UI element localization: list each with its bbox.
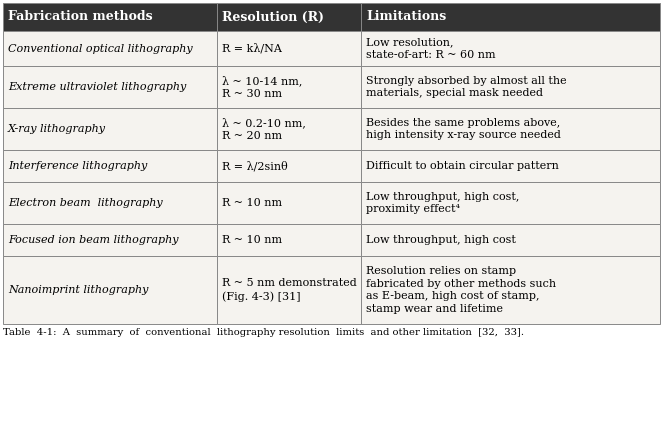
Text: R ~ 5 nm demonstrated
(Fig. 4-3) [31]: R ~ 5 nm demonstrated (Fig. 4-3) [31] — [221, 279, 356, 302]
Bar — [217, 108, 361, 150]
Bar — [361, 108, 660, 150]
Bar — [3, 256, 217, 324]
Bar — [217, 224, 361, 256]
Bar — [3, 3, 217, 31]
Bar — [3, 108, 217, 150]
Bar — [3, 31, 217, 66]
Text: R = kλ/NA: R = kλ/NA — [221, 43, 281, 54]
Bar — [217, 256, 361, 324]
Text: Interference lithography: Interference lithography — [8, 161, 147, 171]
Text: Extreme ultraviolet lithography: Extreme ultraviolet lithography — [8, 82, 186, 92]
Bar — [361, 150, 660, 182]
Text: Focused ion beam lithography: Focused ion beam lithography — [8, 235, 178, 245]
Text: Conventional optical lithography: Conventional optical lithography — [8, 43, 193, 54]
Text: Limitations: Limitations — [366, 11, 446, 23]
Text: Resolution (R): Resolution (R) — [221, 11, 324, 23]
Text: Table  4-1:  A  summary  of  conventional  lithography resolution  limits  and o: Table 4-1: A summary of conventional lit… — [3, 328, 524, 337]
Bar — [3, 224, 217, 256]
Text: Low resolution,
state-of-art: R ~ 60 nm: Low resolution, state-of-art: R ~ 60 nm — [366, 37, 496, 60]
Text: Besides the same problems above,
high intensity x-ray source needed: Besides the same problems above, high in… — [366, 118, 561, 140]
Text: Low throughput, high cost,
proximity effect⁴: Low throughput, high cost, proximity eff… — [366, 192, 519, 214]
Bar — [217, 66, 361, 108]
Bar — [3, 66, 217, 108]
Bar — [217, 182, 361, 224]
Bar — [361, 256, 660, 324]
Bar — [3, 150, 217, 182]
Bar — [217, 31, 361, 66]
Bar — [217, 3, 361, 31]
Text: Fabrication methods: Fabrication methods — [8, 11, 152, 23]
Bar — [361, 66, 660, 108]
Text: Nanoimprint lithography: Nanoimprint lithography — [8, 285, 149, 295]
Text: Strongly absorbed by almost all the
materials, special mask needed: Strongly absorbed by almost all the mate… — [366, 76, 567, 98]
Bar — [361, 224, 660, 256]
Text: Low throughput, high cost: Low throughput, high cost — [366, 235, 516, 245]
Text: R = λ/2sinθ: R = λ/2sinθ — [221, 161, 287, 171]
Bar — [361, 31, 660, 66]
Text: λ ~ 10-14 nm,
R ~ 30 nm: λ ~ 10-14 nm, R ~ 30 nm — [221, 75, 302, 98]
Bar — [217, 150, 361, 182]
Text: Resolution relies on stamp
fabricated by other methods such
as E-beam, high cost: Resolution relies on stamp fabricated by… — [366, 266, 556, 314]
Text: Difficult to obtain circular pattern: Difficult to obtain circular pattern — [366, 161, 559, 171]
Text: λ ~ 0.2-10 nm,
R ~ 20 nm: λ ~ 0.2-10 nm, R ~ 20 nm — [221, 118, 306, 141]
Bar — [361, 3, 660, 31]
Text: R ~ 10 nm: R ~ 10 nm — [221, 235, 282, 245]
Text: Electron beam  lithography: Electron beam lithography — [8, 198, 162, 208]
Bar — [361, 182, 660, 224]
Bar — [3, 182, 217, 224]
Text: X-ray lithography: X-ray lithography — [8, 124, 106, 134]
Text: R ~ 10 nm: R ~ 10 nm — [221, 198, 282, 208]
